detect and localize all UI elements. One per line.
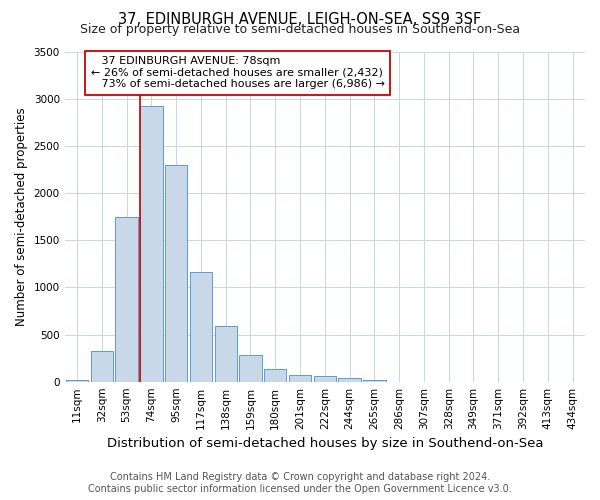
Text: 37, EDINBURGH AVENUE, LEIGH-ON-SEA, SS9 3SF: 37, EDINBURGH AVENUE, LEIGH-ON-SEA, SS9 …	[118, 12, 482, 28]
Text: 37 EDINBURGH AVENUE: 78sqm
← 26% of semi-detached houses are smaller (2,432)
   : 37 EDINBURGH AVENUE: 78sqm ← 26% of semi…	[91, 56, 385, 90]
Bar	[215, 326, 237, 382]
Bar	[338, 378, 361, 382]
Bar	[314, 376, 336, 382]
Bar	[289, 375, 311, 382]
Bar	[66, 380, 88, 382]
Bar	[264, 370, 286, 382]
Text: Size of property relative to semi-detached houses in Southend-on-Sea: Size of property relative to semi-detach…	[80, 22, 520, 36]
X-axis label: Distribution of semi-detached houses by size in Southend-on-Sea: Distribution of semi-detached houses by …	[107, 437, 543, 450]
Bar	[115, 216, 138, 382]
Bar	[363, 380, 386, 382]
Bar	[140, 106, 163, 382]
Text: Contains HM Land Registry data © Crown copyright and database right 2024.
Contai: Contains HM Land Registry data © Crown c…	[88, 472, 512, 494]
Bar	[239, 355, 262, 382]
Bar	[91, 350, 113, 382]
Bar	[190, 272, 212, 382]
Y-axis label: Number of semi-detached properties: Number of semi-detached properties	[15, 108, 28, 326]
Bar	[165, 164, 187, 382]
